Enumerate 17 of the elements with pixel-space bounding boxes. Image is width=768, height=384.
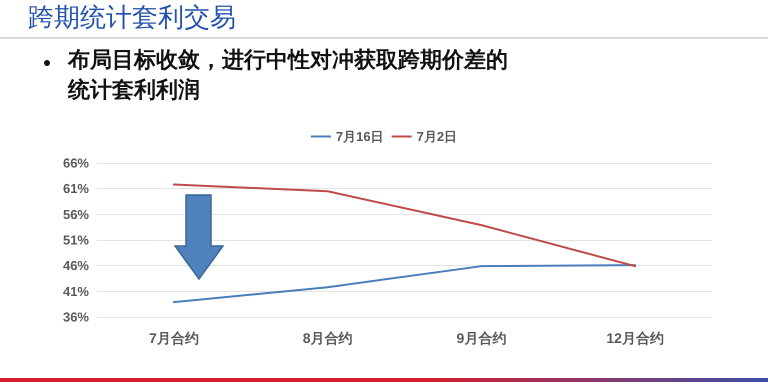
x-tick-label: 7月合约	[148, 330, 199, 346]
y-tick-label: 56%	[62, 206, 90, 222]
y-tick-label: 66%	[62, 156, 90, 170]
y-tick-label: 61%	[62, 181, 90, 196]
x-tick-label: 12月合约	[606, 330, 664, 346]
y-tick-label: 51%	[62, 232, 90, 248]
line-series	[172, 184, 636, 268]
chart-title: 跨期统计套利交易	[28, 2, 236, 35]
y-tick-label: 36%	[62, 310, 90, 324]
y-tick-label: 46%	[62, 258, 90, 274]
legend-label: 7月16日	[336, 129, 384, 144]
y-tick-label: 41%	[62, 284, 90, 299]
x-tick-label: 8月合约	[302, 330, 353, 346]
chart-subtitle: 布局目标收敛，进行中性对冲获取跨期价差的统计套利利润	[68, 47, 509, 105]
x-tick-label: 9月合约	[456, 330, 506, 346]
legend-label: 7月2日	[416, 129, 458, 144]
line-series	[172, 264, 636, 304]
